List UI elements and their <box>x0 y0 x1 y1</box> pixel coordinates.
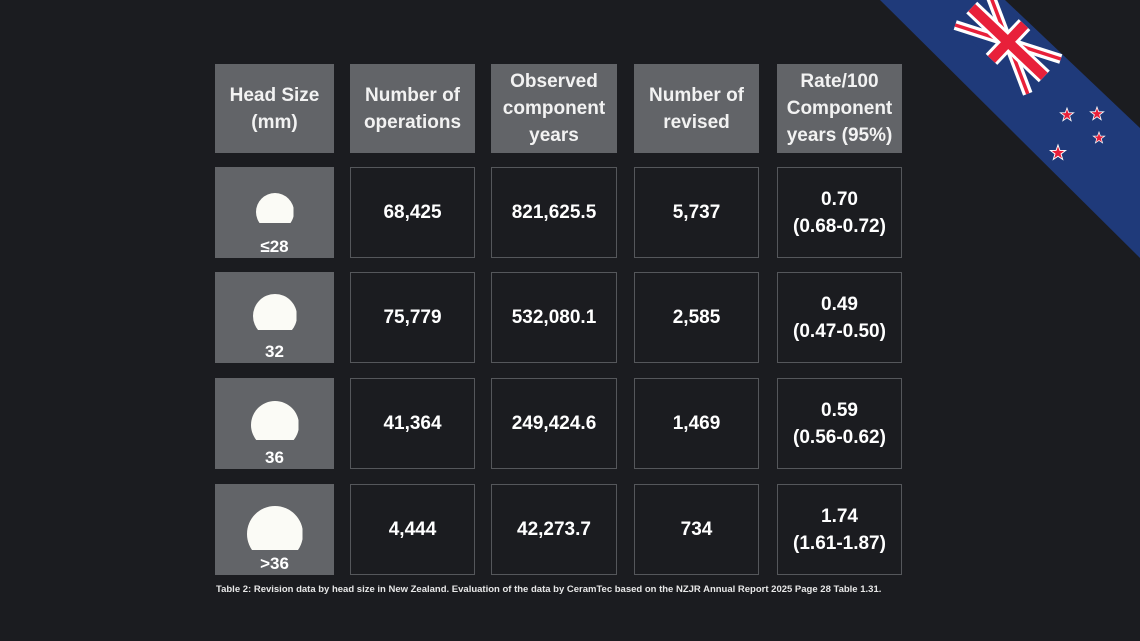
revised-cell: 1,469 <box>634 378 759 469</box>
operations-cell: 4,444 <box>350 484 475 575</box>
operations-cell: 41,364 <box>350 378 475 469</box>
header-revised: Number of revised <box>634 64 759 153</box>
component-years-cell: 249,424.6 <box>491 378 617 469</box>
component-years-cell: 532,080.1 <box>491 272 617 363</box>
revised-cell: 734 <box>634 484 759 575</box>
head-size-label: 36 <box>265 448 284 467</box>
revised-cell: 5,737 <box>634 167 759 258</box>
ceramic-head-icon <box>255 193 294 223</box>
header-component-years: Observed component years <box>491 64 617 153</box>
head-size-label: 32 <box>265 342 284 361</box>
component-years-cell: 42,273.7 <box>491 484 617 575</box>
component-years-cell: 821,625.5 <box>491 167 617 258</box>
head-size-cell: >36 <box>215 484 334 575</box>
rate-cell: 1.74 (1.61-1.87) <box>777 484 902 575</box>
rate-cell: 0.49 (0.47-0.50) <box>777 272 902 363</box>
southern-cross-stars-icon <box>1048 105 1106 161</box>
rate-cell: 0.59 (0.56-0.62) <box>777 378 902 469</box>
head-size-cell: 32 <box>215 272 334 363</box>
head-size-cell: 36 <box>215 378 334 469</box>
head-size-cell: ≤28 <box>215 167 334 258</box>
rate-cell: 0.70 (0.68-0.72) <box>777 167 902 258</box>
header-rate: Rate/100 Component years (95%) <box>777 64 902 153</box>
ceramic-head-icon <box>250 401 299 440</box>
head-size-label: ≤28 <box>260 237 289 256</box>
ceramic-head-icon <box>246 506 303 550</box>
head-size-label: >36 <box>260 554 289 573</box>
union-jack-icon <box>953 0 1063 96</box>
ceramic-head-icon <box>252 294 297 330</box>
header-operations: Number of operations <box>350 64 475 153</box>
table-caption: Table 2: Revision data by head size in N… <box>216 584 882 595</box>
operations-cell: 68,425 <box>350 167 475 258</box>
revised-cell: 2,585 <box>634 272 759 363</box>
header-head-size: Head Size (mm) <box>215 64 334 153</box>
operations-cell: 75,779 <box>350 272 475 363</box>
